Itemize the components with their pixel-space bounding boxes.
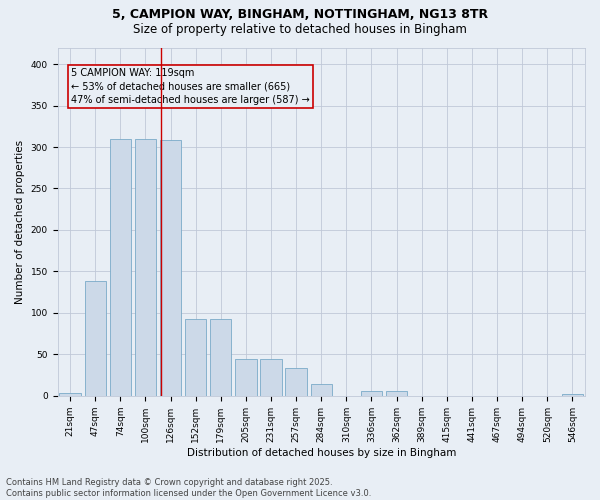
Bar (210, 318, 232, 396)
Bar (562, 394, 583, 396)
Y-axis label: Number of detached properties: Number of detached properties (15, 140, 25, 304)
Text: Size of property relative to detached houses in Bingham: Size of property relative to detached ho… (133, 22, 467, 36)
Bar (361, 391, 382, 396)
Text: Contains HM Land Registry data © Crown copyright and database right 2025.
Contai: Contains HM Land Registry data © Crown c… (6, 478, 371, 498)
Bar (311, 384, 332, 396)
Bar (135, 138, 156, 396)
Bar (185, 318, 206, 396)
Bar (286, 368, 307, 396)
Bar (85, 282, 106, 396)
Text: 5, CAMPION WAY, BINGHAM, NOTTINGHAM, NG13 8TR: 5, CAMPION WAY, BINGHAM, NOTTINGHAM, NG1… (112, 8, 488, 20)
Bar (110, 138, 131, 396)
Text: 5 CAMPION WAY: 119sqm
← 53% of detached houses are smaller (665)
47% of semi-det: 5 CAMPION WAY: 119sqm ← 53% of detached … (71, 68, 310, 104)
X-axis label: Distribution of detached houses by size in Bingham: Distribution of detached houses by size … (187, 448, 456, 458)
Bar (160, 140, 181, 396)
Bar (386, 391, 407, 396)
Bar (59, 394, 81, 396)
Bar (260, 358, 282, 396)
Bar (235, 358, 257, 396)
